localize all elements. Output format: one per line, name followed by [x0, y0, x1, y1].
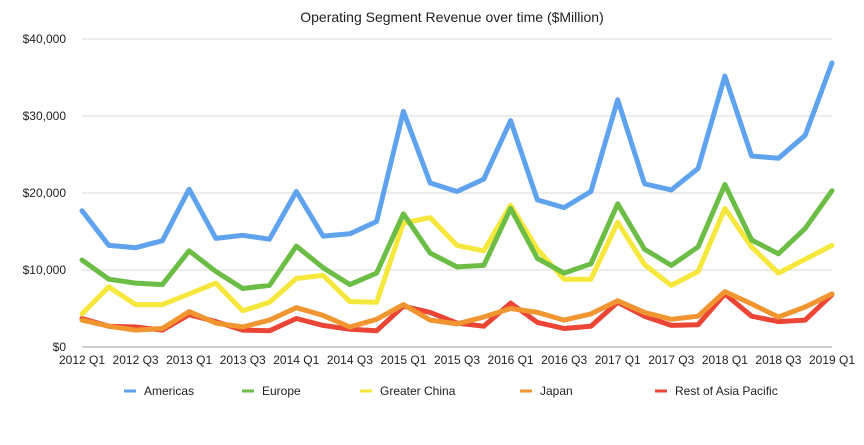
x-tick-label: 2014 Q1 [273, 353, 319, 367]
x-tick-label: 2016 Q1 [488, 353, 534, 367]
y-tick-label: $40,000 [23, 32, 67, 46]
x-tick-label: 2016 Q3 [541, 353, 587, 367]
series-line-americas [79, 60, 835, 251]
legend-label-americas: Americas [144, 384, 194, 398]
series-line-europe [79, 182, 835, 291]
x-tick-label: 2012 Q1 [59, 353, 105, 367]
legend-label-rest-of-asia-pacific: Rest of Asia Pacific [675, 384, 778, 398]
chart-title: Operating Segment Revenue over time ($Mi… [300, 9, 603, 25]
x-tick-label: 2018 Q1 [702, 353, 748, 367]
y-axis-ticks: $0 $10,000 $20,000 $30,000 $40,000 [23, 32, 67, 354]
series-lines [79, 60, 835, 334]
x-tick-label: 2019 Q1 [809, 353, 855, 367]
x-tick-label: 2013 Q1 [166, 353, 212, 367]
x-tick-label: 2012 Q3 [113, 353, 159, 367]
y-tick-label: $10,000 [23, 263, 67, 277]
y-tick-label: $30,000 [23, 109, 67, 123]
x-tick-label: 2015 Q1 [380, 353, 426, 367]
legend-label-japan: Japan [540, 384, 573, 398]
x-tick-label: 2018 Q3 [755, 353, 801, 367]
x-tick-label: 2017 Q1 [595, 353, 641, 367]
legend-label-greater-china: Greater China [380, 384, 456, 398]
legend: Americas Europe Greater China Japan Rest of … [124, 384, 778, 398]
x-tick-label: 2017 Q3 [648, 353, 694, 367]
series-line-greater-china [79, 202, 835, 317]
legend-label-europe: Europe [262, 384, 301, 398]
series-line-japan [79, 289, 835, 333]
x-tick-label: 2015 Q3 [434, 353, 480, 367]
x-tick-label: 2014 Q3 [327, 353, 373, 367]
x-axis-ticks: 2012 Q1 2012 Q3 2013 Q1 2013 Q3 2014 Q1 2014 … [59, 353, 855, 367]
y-tick-label: $20,000 [23, 186, 67, 200]
x-tick-label: 2013 Q3 [220, 353, 266, 367]
y-tick-label: $0 [53, 340, 67, 354]
